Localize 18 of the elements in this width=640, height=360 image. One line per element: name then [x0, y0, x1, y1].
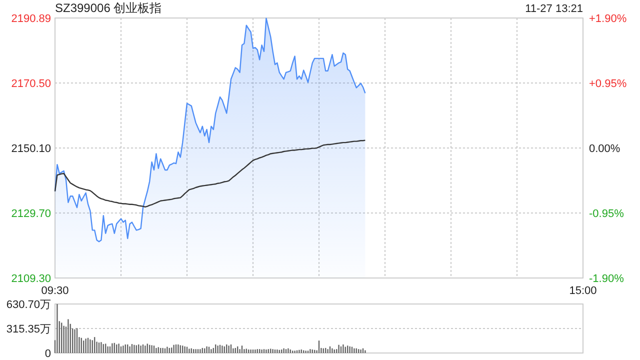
y2-tick-label: -0.95%	[589, 208, 624, 220]
y-tick-label: 2129.70	[11, 208, 51, 220]
x-tick-label: 15:00	[569, 285, 597, 297]
y2-tick-label: +1.90%	[589, 13, 627, 25]
line-series	[54, 140, 366, 208]
y-tick-label: 0	[44, 348, 51, 360]
y-tick-label: 315.35万	[6, 324, 51, 336]
x-tick-label: 09:30	[41, 285, 69, 297]
y2-tick-label: +0.95%	[589, 78, 627, 90]
y-tick-label: 2150.10	[11, 142, 51, 155]
y-tick-label: 2170.50	[11, 78, 51, 90]
y2-tick-label: -1.90%	[589, 273, 624, 285]
chart-title: SZ399006 创业板指	[55, 1, 162, 15]
y-tick-label: 2109.30	[11, 273, 51, 285]
y-tick-label: 2190.89	[11, 13, 51, 25]
y-tick-label: 630.70万	[6, 299, 51, 311]
chart-subtitle: 11-27 13:21	[525, 3, 583, 15]
y2-tick-label: 0.00%	[589, 143, 620, 155]
